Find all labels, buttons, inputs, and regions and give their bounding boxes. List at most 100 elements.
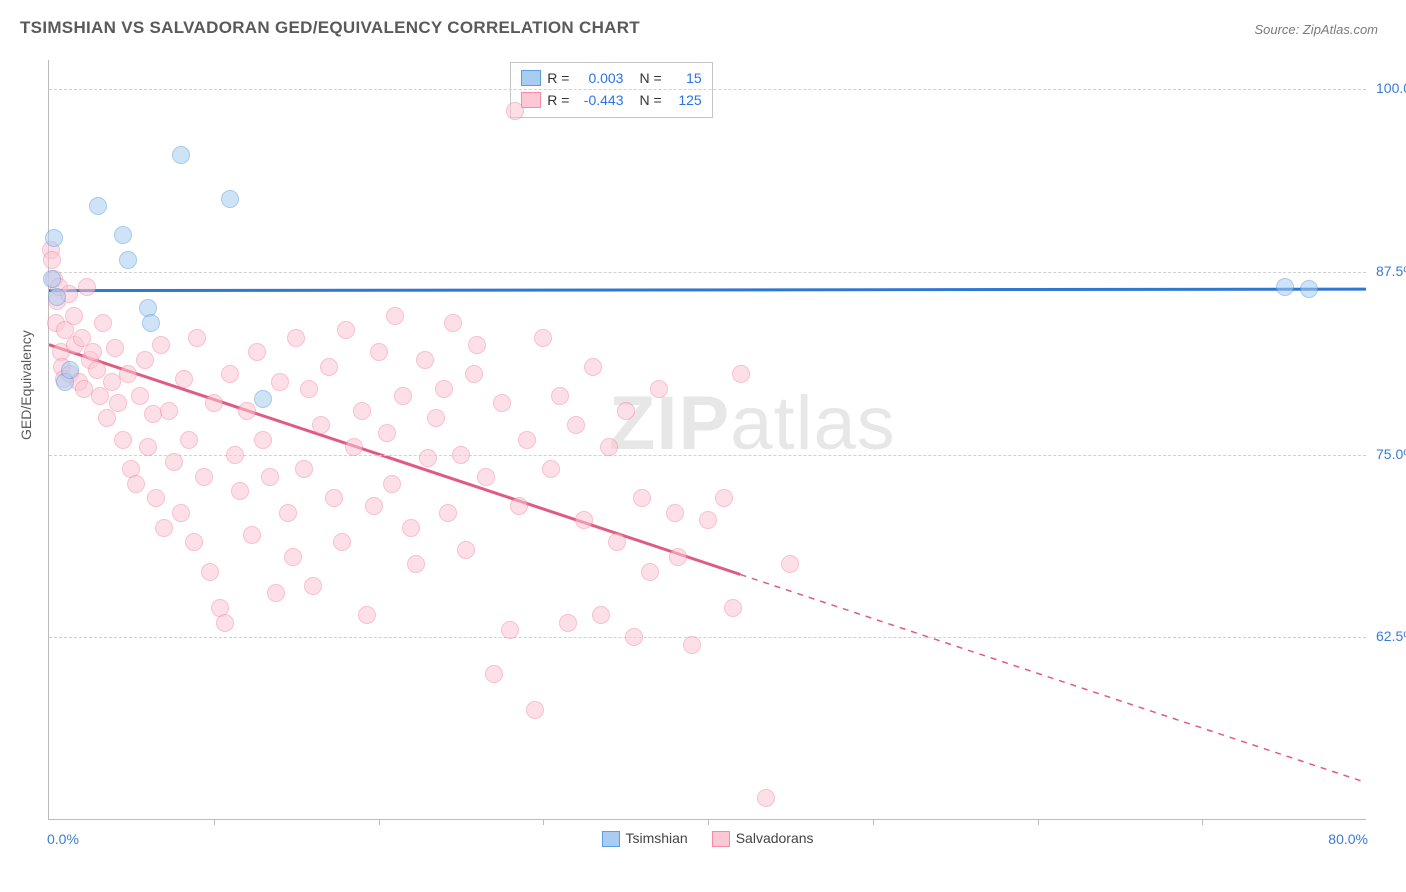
point-salvadorans [165, 453, 183, 471]
point-salvadorans [304, 577, 322, 595]
point-salvadorans [781, 555, 799, 573]
point-salvadorans [542, 460, 560, 478]
x-axis-tick [1202, 819, 1203, 825]
point-salvadorans [435, 380, 453, 398]
point-salvadorans [221, 365, 239, 383]
point-salvadorans [243, 526, 261, 544]
stat-n-label: N = [639, 92, 661, 108]
stat-n-value: 15 [668, 70, 702, 86]
legend-label: Tsimshian [625, 830, 687, 846]
gridline-horizontal [49, 455, 1366, 456]
point-salvadorans [144, 405, 162, 423]
point-salvadorans [477, 468, 495, 486]
point-salvadorans [378, 424, 396, 442]
y-tick-label: 75.0% [1368, 446, 1406, 462]
point-salvadorans [439, 504, 457, 522]
point-salvadorans [175, 370, 193, 388]
point-salvadorans [261, 468, 279, 486]
point-salvadorans [109, 394, 127, 412]
point-salvadorans [551, 387, 569, 405]
point-salvadorans [106, 339, 124, 357]
point-salvadorans [669, 548, 687, 566]
x-axis-tick [1038, 819, 1039, 825]
point-salvadorans [584, 358, 602, 376]
point-salvadorans [238, 402, 256, 420]
point-tsimshian [254, 390, 272, 408]
point-salvadorans [139, 438, 157, 456]
point-salvadorans [185, 533, 203, 551]
point-salvadorans [608, 533, 626, 551]
point-salvadorans [284, 548, 302, 566]
legend-label: Salvadorans [736, 830, 814, 846]
y-tick-label: 87.5% [1368, 263, 1406, 279]
point-salvadorans [575, 511, 593, 529]
series-legend: Tsimshian Salvadorans [601, 830, 813, 847]
point-salvadorans [650, 380, 668, 398]
point-salvadorans [506, 102, 524, 120]
gridline-horizontal [49, 272, 1366, 273]
point-salvadorans [295, 460, 313, 478]
point-salvadorans [43, 251, 61, 269]
point-salvadorans [444, 314, 462, 332]
point-salvadorans [152, 336, 170, 354]
y-tick-label: 62.5% [1368, 628, 1406, 644]
legend-item: Salvadorans [712, 830, 814, 847]
trend-lines [49, 60, 1366, 819]
stat-swatch [521, 70, 541, 86]
point-salvadorans [267, 584, 285, 602]
point-salvadorans [172, 504, 190, 522]
stat-r-label: R = [547, 70, 569, 86]
point-salvadorans [287, 329, 305, 347]
point-salvadorans [592, 606, 610, 624]
point-salvadorans [127, 475, 145, 493]
gridline-horizontal [49, 637, 1366, 638]
point-salvadorans [188, 329, 206, 347]
point-salvadorans [699, 511, 717, 529]
point-salvadorans [195, 468, 213, 486]
point-salvadorans [402, 519, 420, 537]
point-salvadorans [205, 394, 223, 412]
point-salvadorans [666, 504, 684, 522]
point-tsimshian [89, 197, 107, 215]
point-salvadorans [136, 351, 154, 369]
stat-n-label: N = [639, 70, 661, 86]
point-salvadorans [452, 446, 470, 464]
point-salvadorans [501, 621, 519, 639]
point-salvadorans [353, 402, 371, 420]
source-attribution: Source: ZipAtlas.com [1254, 22, 1378, 37]
point-salvadorans [75, 380, 93, 398]
point-salvadorans [65, 307, 83, 325]
point-salvadorans [600, 438, 618, 456]
legend-swatch [712, 831, 730, 847]
x-axis-min-label: 0.0% [47, 831, 79, 847]
point-salvadorans [84, 343, 102, 361]
point-salvadorans [254, 431, 272, 449]
point-salvadorans [419, 449, 437, 467]
x-axis-tick [543, 819, 544, 825]
point-salvadorans [427, 409, 445, 427]
point-salvadorans [201, 563, 219, 581]
point-salvadorans [559, 614, 577, 632]
point-salvadorans [457, 541, 475, 559]
x-axis-tick [873, 819, 874, 825]
point-salvadorans [114, 431, 132, 449]
watermark-part2: atlas [730, 381, 896, 466]
point-salvadorans [493, 394, 511, 412]
stat-row: R =0.003N =15 [521, 67, 701, 89]
point-tsimshian [142, 314, 160, 332]
point-salvadorans [155, 519, 173, 537]
point-tsimshian [61, 361, 79, 379]
point-salvadorans [370, 343, 388, 361]
point-salvadorans [180, 431, 198, 449]
point-salvadorans [757, 789, 775, 807]
point-tsimshian [1300, 280, 1318, 298]
point-salvadorans [724, 599, 742, 617]
point-tsimshian [1276, 278, 1294, 296]
x-axis-max-label: 80.0% [1328, 831, 1368, 847]
point-salvadorans [279, 504, 297, 522]
point-salvadorans [617, 402, 635, 420]
point-salvadorans [231, 482, 249, 500]
point-salvadorans [103, 373, 121, 391]
point-tsimshian [114, 226, 132, 244]
y-axis-label: GED/Equivalency [18, 330, 34, 440]
